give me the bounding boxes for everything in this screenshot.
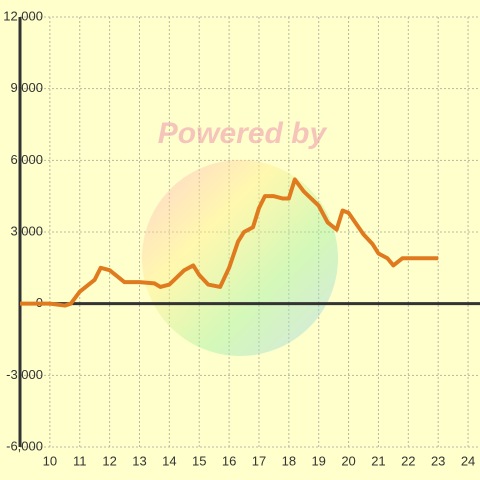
x-tick-label: 20: [341, 453, 355, 468]
x-tick-label: 14: [162, 453, 176, 468]
x-tick-label: 16: [222, 453, 236, 468]
x-tick-label: 17: [252, 453, 266, 468]
x-tick-label: 11: [73, 453, 87, 468]
y-tick-label: 3,000: [10, 223, 43, 238]
watermark: Powered by: [158, 117, 328, 150]
x-tick-label: 12: [102, 453, 116, 468]
y-tick-label: 9,000: [10, 80, 43, 95]
y-tick-label: -6,000: [6, 438, 43, 453]
watermark-badge: [142, 160, 338, 356]
x-tick-label: 15: [192, 453, 206, 468]
x-tick-label: 10: [43, 453, 57, 468]
y-tick-label: 6,000: [10, 152, 43, 167]
x-tick-label: 22: [401, 453, 415, 468]
x-tick-label: 19: [311, 453, 325, 468]
x-tick-label: 18: [282, 453, 296, 468]
series-line: [20, 177, 439, 308]
x-tick-label: 24: [461, 453, 475, 468]
y-tick-label: -3,000: [6, 367, 43, 382]
x-tick-label: 23: [431, 453, 445, 468]
y-tick-label: 12,000: [3, 8, 43, 23]
x-tick-label: 21: [371, 453, 385, 468]
x-tick-label: 13: [132, 453, 146, 468]
